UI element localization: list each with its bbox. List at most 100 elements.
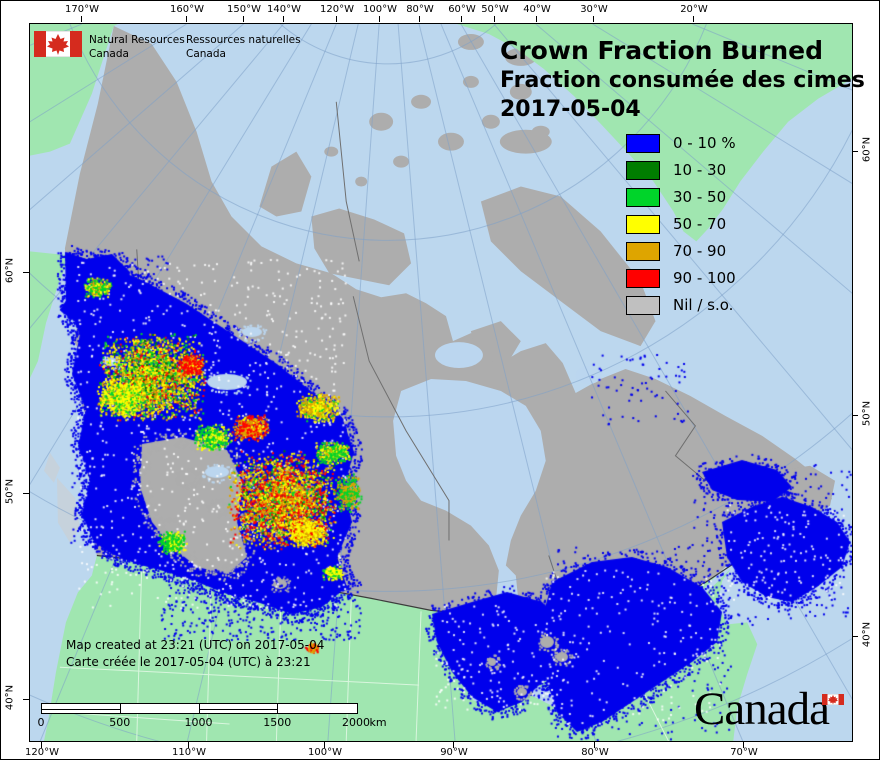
axis-label-right: 40°N (861, 621, 873, 648)
scale-bar-number: 0 (37, 716, 45, 729)
axis-label-top: 170°W (65, 4, 99, 15)
scale-bar-rect (41, 703, 358, 714)
legend-swatch (626, 215, 660, 234)
legend: 0 - 10 % 10 - 30 30 - 50 50 - 70 70 - 90 90 -… (626, 134, 826, 324)
legend-swatch (626, 296, 660, 315)
wordmark-flag-icon (821, 690, 845, 709)
axis-tick-right (852, 636, 858, 637)
axis-tick-top (81, 16, 82, 22)
axis-label-top: 50°W (481, 4, 509, 15)
axis-label-bottom: 70°W (730, 747, 758, 758)
axis-tick-left (23, 699, 29, 700)
axis-tick-top (419, 16, 420, 22)
axis-label-left: 60°N (4, 257, 16, 284)
legend-swatch (626, 269, 660, 288)
axis-tick-top (494, 16, 495, 22)
axis-label-top: 30°W (580, 4, 608, 15)
scale-bar-section (121, 704, 200, 713)
axis-label-top: 40°W (523, 4, 551, 15)
axis-label-bottom: 110°W (172, 747, 206, 758)
title-date: 2017-05-04 (500, 97, 641, 122)
axis-tick-top (693, 16, 694, 22)
scale-bar-number: 1500 (263, 716, 292, 729)
legend-label: 90 - 100 (673, 269, 736, 287)
title-line-fr: Fraction consumée des cimes (500, 68, 865, 93)
logo-en-line2: Canada (89, 47, 129, 60)
legend-label: Nil / s.o. (673, 296, 734, 314)
legend-label: 50 - 70 (673, 215, 727, 233)
axis-tick-top (379, 16, 380, 22)
axis-label-right: 50°N (861, 400, 873, 427)
axis-tick-bottom (324, 742, 325, 748)
scale-bar-number: 1000 (184, 716, 213, 729)
axis-tick-top (593, 16, 594, 22)
legend-label: 30 - 50 (673, 188, 727, 206)
axis-tick-top (283, 16, 284, 22)
scale-bar-midline (199, 708, 278, 710)
map-credits: Map created at 23:21 (UTC) on 2017-05-04… (66, 637, 324, 671)
logo-fr-line2: Canada (186, 47, 226, 60)
canada-wordmark: Canada (694, 686, 845, 733)
axis-label-top: 60°W (448, 4, 476, 15)
credits-line-en: Map created at 23:21 (UTC) on 2017-05-04 (66, 638, 325, 652)
axis-tick-bottom (41, 742, 42, 748)
legend-swatch (626, 242, 660, 261)
axis-label-bottom: 120°W (25, 747, 59, 758)
canada-flag-icon (33, 30, 83, 61)
axis-tick-right (852, 415, 858, 416)
axis-tick-top (336, 16, 337, 22)
nrcan-logo (33, 30, 83, 61)
legend-label: 10 - 30 (673, 161, 727, 179)
axis-label-right: 60°N (861, 136, 873, 163)
scale-bar-section (278, 704, 357, 713)
map-title: Crown Fraction Burned Fraction consumée … (500, 35, 865, 124)
axis-tick-bottom (743, 742, 744, 748)
axis-label-left: 40°N (4, 684, 16, 711)
axis-tick-top (536, 16, 537, 22)
axis-tick-top (243, 16, 244, 22)
axis-label-left: 50°N (4, 478, 16, 505)
axis-tick-right (852, 151, 858, 152)
credits-line-fr: Carte créée le 2017-05-04 (UTC) à 23:21 (66, 655, 311, 669)
axis-label-top: 160°W (170, 4, 204, 15)
axis-label-top: 140°W (267, 4, 301, 15)
scale-bar: 0 500 1000 1500 2000 km (37, 703, 387, 733)
logo-fr-line1: Ressources naturelles (186, 34, 301, 46)
axis-tick-top (186, 16, 187, 22)
logo-text-en: Natural Resources Canada (89, 34, 185, 61)
axis-label-bottom: 100°W (308, 747, 342, 758)
scale-bar-number: 2000 (342, 716, 370, 729)
axis-tick-left (23, 272, 29, 273)
map-area (29, 23, 853, 742)
axis-tick-bottom (594, 742, 595, 748)
legend-swatch (626, 134, 660, 153)
axis-label-top: 100°W (363, 4, 397, 15)
legend-label: 70 - 90 (673, 242, 727, 260)
flag-glyph (33, 30, 83, 58)
fire-raster-canvas (30, 24, 852, 741)
title-line-en: Crown Fraction Burned (500, 36, 823, 65)
axis-tick-bottom (188, 742, 189, 748)
axis-tick-top (461, 16, 462, 22)
scale-bar-unit: km (369, 716, 387, 729)
axis-label-top: 120°W (320, 4, 354, 15)
wordmark-text: Canada (694, 683, 830, 735)
legend-label: 0 - 10 % (673, 134, 736, 152)
axis-label-top: 150°W (227, 4, 261, 15)
flag-glyph-small (821, 693, 845, 706)
scale-bar-section (199, 704, 279, 713)
legend-swatch (626, 161, 660, 180)
logo-en-line1: Natural Resources (89, 34, 185, 46)
axis-label-top: 80°W (406, 4, 434, 15)
axis-tick-bottom (453, 742, 454, 748)
axis-label-bottom: 90°W (440, 747, 468, 758)
scale-bar-number: 500 (109, 716, 131, 729)
logo-text-fr: Ressources naturelles Canada (186, 34, 301, 61)
scale-bar-midline (42, 708, 120, 710)
scale-bar-section (42, 704, 121, 713)
legend-swatch (626, 188, 660, 207)
axis-label-top: 20°W (680, 4, 708, 15)
axis-tick-left (23, 493, 29, 494)
axis-label-bottom: 80°W (581, 747, 609, 758)
